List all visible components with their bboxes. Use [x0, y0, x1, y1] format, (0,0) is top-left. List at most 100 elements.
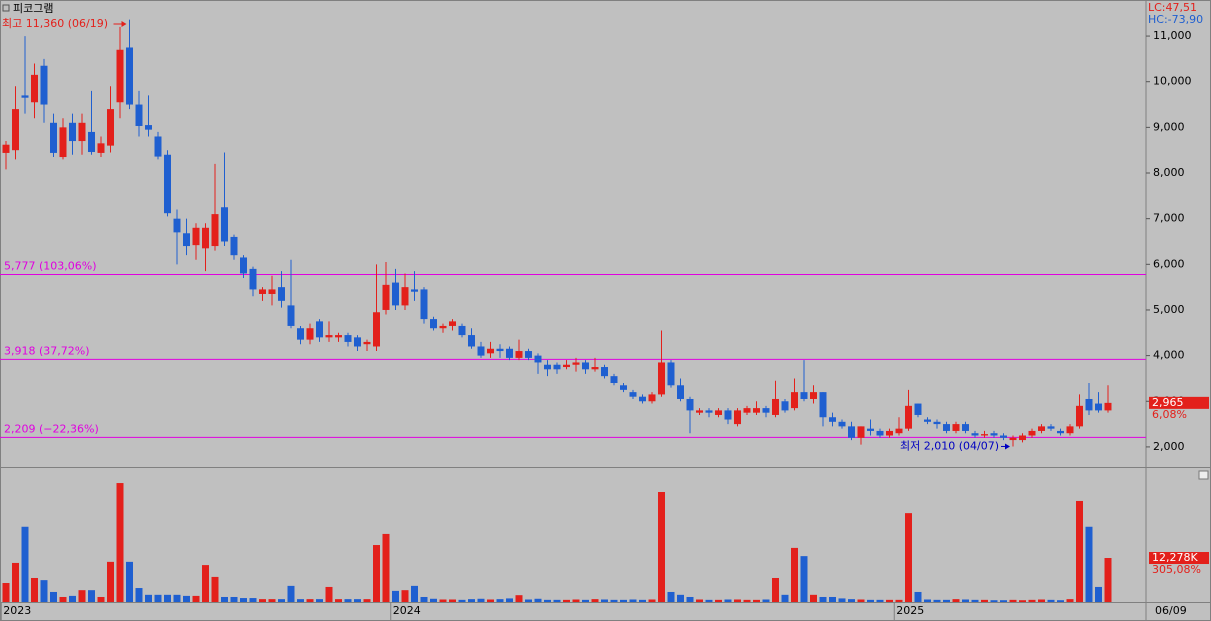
current-price-box	[1149, 396, 1209, 409]
candle-body	[743, 408, 751, 413]
candle-body	[173, 218, 181, 233]
candle-body	[69, 122, 76, 142]
volume-bar	[126, 561, 133, 602]
volume-bar	[325, 586, 333, 602]
candle-body	[59, 127, 67, 158]
volume-bar	[2, 583, 10, 602]
candle-body	[211, 214, 219, 247]
candle-body	[981, 434, 988, 436]
candle-body	[534, 355, 542, 363]
candle-body	[135, 104, 143, 126]
volume-bar	[230, 596, 238, 602]
volume-bar	[867, 599, 874, 602]
candle-body	[411, 289, 418, 292]
candle-body	[430, 319, 437, 329]
volume-bar	[610, 599, 618, 602]
candle-body	[876, 430, 884, 436]
volume-bar	[145, 594, 152, 602]
volume-bar	[1028, 599, 1036, 602]
candle-body	[116, 49, 124, 103]
volume-bar	[59, 596, 67, 602]
volume-bar	[1000, 600, 1007, 602]
candle-body	[458, 325, 466, 336]
volume-bar	[249, 598, 257, 602]
volume-bar	[572, 599, 580, 602]
candle-body	[316, 321, 323, 338]
y-tick-label: 8,000	[1153, 166, 1185, 179]
volume-bar	[354, 599, 361, 602]
level-label: 3,918 (37,72%)	[4, 344, 90, 357]
candle-body	[221, 207, 228, 242]
volume-bar	[496, 599, 504, 602]
candle-body	[629, 392, 637, 397]
volume-last: 12,278K	[1152, 551, 1198, 564]
volume-bar	[933, 599, 941, 602]
candle-body	[420, 289, 428, 320]
candle-body	[810, 392, 817, 399]
candle-body	[2, 144, 10, 153]
volume-bar	[449, 599, 456, 602]
candle-body	[990, 433, 998, 436]
volume-bar	[78, 590, 86, 602]
volume-bar	[259, 599, 266, 602]
candle-body	[78, 122, 86, 142]
volume-bar	[772, 577, 779, 602]
low-arrowhead	[1005, 443, 1010, 450]
volume-bar	[1057, 600, 1064, 602]
candle-body	[192, 227, 200, 246]
volume-bar	[544, 599, 551, 602]
volume-bar	[924, 599, 931, 602]
volume-bar	[1085, 526, 1093, 602]
candle-body	[677, 385, 684, 399]
candle-body	[1085, 398, 1093, 411]
volume-bar	[914, 591, 922, 602]
candle-body	[582, 362, 589, 370]
candle-body	[1057, 430, 1064, 434]
volume-bar	[164, 594, 171, 602]
candle-body	[12, 109, 19, 151]
candle-body	[230, 236, 238, 256]
volume-bar	[962, 599, 969, 602]
candle-body	[107, 109, 114, 146]
candle-body	[1009, 437, 1017, 441]
candle-body	[705, 410, 713, 413]
low-label: 최저 2,010 (04/07)	[900, 439, 999, 452]
candle-body	[848, 426, 855, 438]
volume-bar	[724, 599, 732, 602]
close-button[interactable]	[1198, 470, 1209, 480]
candle-body	[563, 364, 570, 368]
candle-body	[781, 401, 789, 411]
volume-bar	[534, 598, 542, 602]
candle-body	[40, 65, 48, 105]
volume-bar	[1095, 586, 1102, 602]
volume-bar	[848, 599, 855, 602]
candle-body	[126, 47, 133, 105]
volume-bar	[563, 599, 570, 602]
volume-bar	[1038, 599, 1045, 602]
candle-body	[487, 348, 494, 354]
volume-bar	[344, 599, 352, 602]
candle-body	[88, 131, 95, 153]
volume-bar	[287, 585, 295, 602]
candle-body	[895, 428, 903, 434]
volume-bar	[202, 565, 209, 602]
current-price: 2,965	[1152, 396, 1184, 409]
high-label: 최고 11,360 (06/19)	[2, 17, 108, 30]
candle-body	[601, 367, 608, 377]
candle-body	[648, 394, 656, 402]
volume-bar	[240, 598, 247, 602]
volume-bar	[943, 599, 950, 602]
volume-bar	[620, 599, 627, 602]
volume-bar	[211, 576, 219, 602]
volume-bar	[686, 596, 694, 602]
volume-bar	[601, 599, 608, 602]
candle-body	[183, 233, 190, 247]
volume-bar	[97, 596, 105, 602]
volume-bar	[135, 588, 143, 602]
volume-bar	[192, 595, 200, 602]
hc-label: HC:-73,90	[1148, 13, 1203, 26]
candle-body	[952, 424, 960, 431]
volume-bar	[734, 599, 741, 602]
volume-bar	[154, 594, 162, 602]
candle-body	[610, 376, 618, 384]
